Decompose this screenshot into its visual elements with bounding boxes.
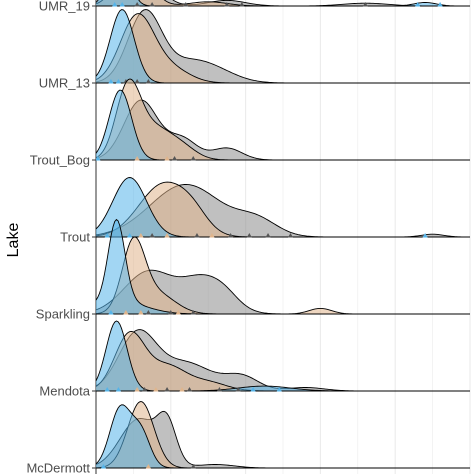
rug-point-blue: [119, 2, 125, 7]
density-blue: [96, 177, 470, 237]
density-gray: [96, 9, 470, 83]
rug-point-tan: [134, 156, 140, 161]
rug-point-tan: [209, 233, 215, 238]
rug-point-gray: [134, 79, 140, 84]
density-tan: [96, 331, 470, 391]
y-tick-label: Mendota: [39, 384, 90, 399]
rug-point-gray: [145, 310, 151, 315]
rug-point-gray: [224, 2, 230, 7]
rug-point-tan: [175, 310, 181, 315]
rug-point-blue: [104, 387, 110, 392]
rug-point-tan: [123, 310, 129, 315]
rug-point-blue: [108, 310, 114, 315]
rug-point-blue: [115, 79, 122, 84]
rug-point-gray: [228, 233, 234, 238]
y-axis-title: Lake: [5, 223, 22, 258]
rug-point-gray: [142, 387, 148, 392]
rug-point-gray: [194, 233, 200, 238]
density-tan: [96, 0, 470, 6]
rug-point-tan: [164, 233, 170, 238]
rug-point-gray: [168, 310, 174, 315]
density-blue: [96, 321, 470, 391]
ridge-mendota: [95, 320, 470, 392]
rug-point-blue: [108, 79, 114, 84]
density-gray: [96, 100, 470, 160]
rug-point-gray: [186, 387, 193, 392]
rug-point-blue: [437, 2, 443, 7]
rug-point-blue: [112, 2, 118, 7]
rug-point-gray: [362, 2, 368, 7]
rug-point-blue: [104, 233, 110, 238]
y-tick-label: Trout: [60, 230, 90, 245]
rug-point-gray: [235, 387, 241, 392]
rug-point-blue: [115, 387, 122, 392]
y-tick-label: UMR_19: [39, 0, 90, 14]
density-blue: [96, 0, 470, 6]
rug-point-gray: [287, 233, 294, 238]
rug-point-gray: [145, 79, 151, 84]
density-blue: [96, 90, 470, 160]
rug-point-tan: [153, 387, 159, 392]
rug-point-tan: [164, 156, 170, 161]
rug-point-tan: [145, 464, 151, 469]
density-blue: [96, 9, 470, 83]
y-tick-label: Sparkling: [36, 307, 90, 322]
rug-point-blue: [95, 156, 101, 161]
y-tick-label: Trout_Bog: [30, 153, 90, 168]
rug-point-gray: [164, 387, 170, 392]
rug-point-blue: [100, 464, 107, 469]
rug-point-gray: [216, 387, 223, 392]
rug-point-gray: [190, 464, 196, 469]
y-axis-labels: UMR_19 UMR_13 Trout_Bog Trout Sparkling Mendo…: [26, 0, 96, 474]
ridge-sparkling: [95, 218, 470, 315]
rug-point-blue: [415, 2, 421, 7]
rug-point-tan: [134, 387, 140, 392]
ridges: [95, 0, 471, 469]
density-gray: [96, 270, 470, 314]
rug-point-tan: [138, 310, 144, 315]
rug-point-blue: [127, 233, 133, 238]
rug-point-blue: [250, 387, 256, 392]
rug-point-tan: [179, 387, 185, 392]
y-tick-label: McDermott: [26, 461, 90, 474]
ridge-mcdermott: [95, 401, 470, 469]
rug-point-gray: [134, 2, 140, 7]
rug-point-gray: [183, 2, 189, 7]
rug-point-gray: [190, 310, 196, 315]
ridge-trout-bog: [95, 78, 470, 161]
rug-point-gray: [190, 156, 196, 161]
rug-point-gray: [239, 2, 245, 7]
density-tan: [96, 182, 470, 237]
ridge-umr-13: [95, 9, 470, 84]
rug-point-gray: [149, 2, 155, 7]
rug-point-gray: [149, 233, 155, 238]
rug-point-blue: [276, 387, 282, 392]
rug-point-gray: [265, 233, 271, 238]
density-blue: [96, 219, 470, 314]
rug-point-blue: [422, 233, 428, 238]
density-gray: [96, 0, 470, 6]
y-tick-label: UMR_13: [39, 76, 90, 91]
density-blue: [96, 404, 470, 468]
ridge-trout: [95, 177, 471, 238]
rug-point-tan: [138, 233, 144, 238]
rug-point-gray: [171, 156, 178, 161]
rug-point-gray: [246, 233, 252, 238]
ridge-umr-19: [95, 0, 470, 7]
